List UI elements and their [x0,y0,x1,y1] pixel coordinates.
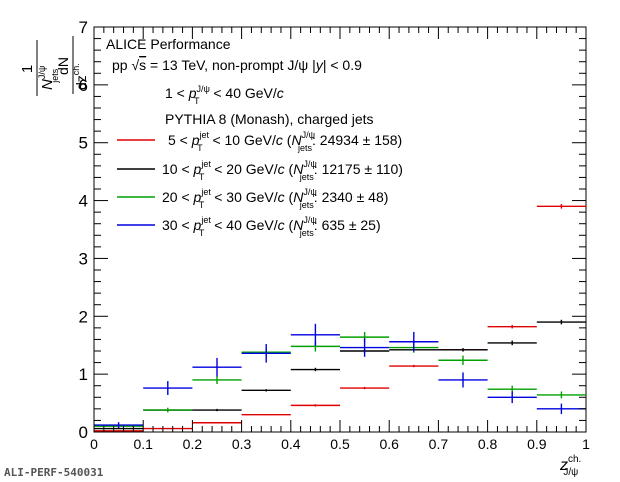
y-tick-label: 7 [79,18,88,37]
legend-label: 20 < pjet T < 30 GeV/c (NJ/ψ jets: 2340 ± … [162,187,388,210]
x-tick-label: 0 [90,436,98,452]
legend: 5 < pjet T < 10 GeV/c (NJ/ψ jets: 24934 ± … [117,130,403,238]
data-marks [94,204,586,432]
axis-ticks: 0 0.1 0.2 0.3 0.4 0.5 0.6 0.7 0.8 0.9 1 0 1 2 3 4 5 6 7 [79,18,591,452]
x-tick-label: 1 [582,436,590,452]
legend-entry-2: 10 < pjet T < 20 GeV/c (NJ/ψ jets: 12175 ±… [117,159,403,182]
series-3 [94,331,586,428]
x-tick-label: 0.8 [478,436,498,452]
y-axis-title: 1 NJ/ψ jets [19,40,60,96]
legend-label: 5 < pjet T < 10 GeV/c (NJ/ψ jets: 24934 ± … [168,130,402,153]
y-title-denominator: NJ/ψ jets [37,66,60,90]
x-tick-label: 0.5 [330,436,350,452]
legend-entry-3: 20 < pjet T < 30 GeV/c (NJ/ψ jets: 2340 ± … [117,187,388,210]
y-tick-label: 2 [79,307,88,326]
y-title-dN: dN [55,57,71,75]
series-1 [94,204,586,432]
y-title-one: 1 [19,65,36,73]
y-axis-title-deriv: dN dzch. [55,36,89,94]
annotation-pt-range: 1 < pJ/ψ T < 40 GeV/c [165,84,284,106]
x-tick-label: 0.3 [232,436,252,452]
x-tick-label: 0.9 [527,436,547,452]
watermark-id: ALI-PERF-540031 [4,466,104,479]
legend-label: 10 < pjet T < 20 GeV/c (NJ/ψ jets: 12175 ±… [162,159,403,182]
y-tick-label: 3 [79,249,88,268]
y-tick-label: 6 [79,76,88,95]
y-title-dz: dzch. [71,63,89,90]
x-tick-label: 0.2 [183,436,203,452]
x-tick-label: 0.1 [133,436,153,452]
legend-label: 30 < pjet T < 40 GeV/c (NJ/ψ jets: 635 ± 2… [162,215,381,238]
annotation-collision: pp √s = 13 TeV, non-prompt J/ψ |y| < 0.9 [112,57,362,73]
series-4 [94,323,586,428]
legend-entry-1: 5 < pjet T < 10 GeV/c (NJ/ψ jets: 24934 ± … [117,130,402,153]
y-tick-label: 0 [79,423,88,442]
annotation-alice: ALICE Performance [106,36,231,52]
x-tick-label: 0.7 [429,436,449,452]
annotation-pythia: PYTHIA 8 (Monash), charged jets [165,111,374,127]
y-tick-label: 5 [79,134,88,153]
x-tick-label: 0.6 [379,436,399,452]
y-tick-label: 4 [79,192,88,211]
series-2 [94,319,586,430]
y-tick-label: 1 [79,365,88,384]
x-axis-title: zch. J/ψ [559,454,581,478]
legend-entry-4: 30 < pjet T < 40 GeV/c (NJ/ψ jets: 635 ± 2… [117,215,381,238]
x-tick-label: 0.4 [281,436,301,452]
